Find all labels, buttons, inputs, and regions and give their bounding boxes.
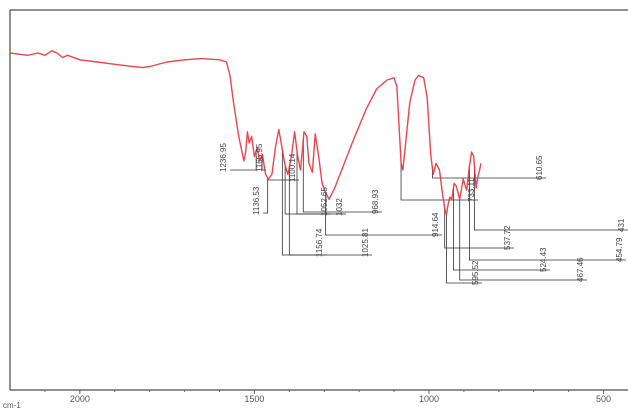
leader-line-14 bbox=[446, 215, 482, 284]
leader-line-8 bbox=[288, 167, 372, 256]
plot-frame bbox=[9, 9, 628, 391]
peak-label-10: 733.11 bbox=[467, 178, 476, 202]
leader-line-10 bbox=[400, 163, 478, 201]
peak-label-8: 1025.81 bbox=[361, 228, 370, 257]
peak-label-9: 914.64 bbox=[431, 212, 440, 237]
peak-label-11: 610.65 bbox=[535, 155, 544, 180]
peak-label-13: 524.43 bbox=[539, 247, 548, 272]
x-axis-label: cm-1 bbox=[3, 401, 21, 410]
leader-line-6 bbox=[302, 139, 382, 213]
peak-label-7: 1156.74 bbox=[315, 228, 324, 257]
peak-label-17: 431 bbox=[617, 218, 626, 232]
leader-line-13 bbox=[453, 188, 550, 271]
peak-label-16: 454.79 bbox=[615, 237, 624, 262]
peak-label-2: 1100.14 bbox=[288, 153, 297, 182]
leader-line-0 bbox=[230, 150, 257, 171]
peak-label-14: 595.52 bbox=[471, 260, 480, 285]
leader-line-15 bbox=[459, 199, 587, 281]
peak-label-15: 467.46 bbox=[576, 257, 585, 282]
peak-label-6: 968.93 bbox=[371, 189, 380, 214]
peak-label-3: 1136.53 bbox=[252, 186, 261, 215]
x-tick-label-1000: 1000 bbox=[419, 394, 439, 404]
x-tick-label-2000: 2000 bbox=[70, 394, 90, 404]
peak-label-4: 1052.65 bbox=[320, 187, 329, 216]
peak-label-12: 537.72 bbox=[503, 225, 512, 250]
leader-line-5 bbox=[296, 151, 346, 215]
peak-labels: 1236.95 1165.95 1100.14 1136.53 1052.65 1032 9… bbox=[219, 143, 626, 285]
peak-label-1: 1165.95 bbox=[255, 143, 264, 172]
leader-line-3 bbox=[263, 177, 269, 214]
x-tick-label-500: 500 bbox=[596, 394, 611, 404]
leader-line-11 bbox=[432, 168, 546, 179]
peak-label-5: 1032 bbox=[335, 198, 344, 216]
leader-line-12 bbox=[444, 208, 514, 249]
x-tick-label-1500: 1500 bbox=[244, 394, 264, 404]
spectrum-line bbox=[9, 50, 482, 216]
peak-label-0: 1236.95 bbox=[219, 143, 228, 172]
leader-line-9 bbox=[325, 192, 442, 236]
leader-line-16 bbox=[469, 165, 626, 261]
peak-leader-lines bbox=[230, 139, 628, 284]
series-layer bbox=[9, 50, 482, 216]
x-axis-ticks: 2000 1500 1000 500 bbox=[44, 390, 611, 404]
leader-line-17 bbox=[473, 165, 628, 231]
